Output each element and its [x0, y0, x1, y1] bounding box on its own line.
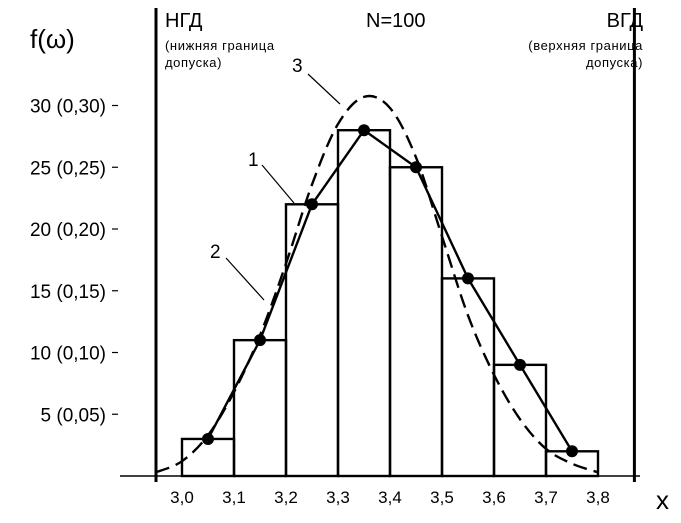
lower-limit-label: НГД: [165, 10, 203, 32]
lower-limit-note-line1: (нижняя граница: [165, 38, 275, 53]
y-tick-label: 5 (0,05): [41, 405, 106, 426]
x-tick-label: 3,8: [586, 488, 610, 507]
x-tick-label: 3,3: [326, 488, 350, 507]
upper-limit-note-line1: (верхняя граница: [528, 38, 643, 53]
x-tick-label: 3,4: [378, 488, 402, 507]
theoretical-curve: [155, 94, 599, 474]
histogram-bar: [388, 166, 444, 478]
histogram-bar: [284, 203, 340, 478]
histogram-bar: [336, 128, 392, 478]
polygon-point: [254, 334, 266, 347]
y-tick-label: 30 (0,30): [30, 97, 106, 118]
y-tick-label: 25 (0,25): [30, 158, 106, 179]
upper-limit-label: ВГД: [607, 10, 644, 32]
curve-label-2: 2: [210, 242, 221, 263]
y-tick-label: 20 (0,20): [30, 220, 106, 241]
x-tick-label: 3,5: [430, 488, 454, 507]
y-axis-label: f(ω): [30, 24, 75, 54]
plot-area: 5 (0,05) 10 (0,10) 15 (0,15) 20 (0,20) 25 (0…: [30, 8, 640, 507]
label-1-leader: [261, 164, 295, 204]
polygon-point: [514, 358, 526, 371]
polygon-point: [566, 445, 578, 458]
upper-limit-note-line2: допуска): [586, 55, 643, 70]
x-tick-label: 3,6: [482, 488, 506, 507]
lower-limit-note-line2: допуска): [165, 55, 222, 70]
polygon-point: [410, 161, 422, 174]
curve-label-3: 3: [292, 56, 303, 77]
label-3-leader: [307, 73, 341, 105]
curve-label-1: 1: [248, 150, 259, 171]
y-tick-label: 10 (0,10): [30, 344, 106, 365]
x-tick-label: 3,2: [274, 488, 298, 507]
x-tick-label: 3,1: [222, 488, 246, 507]
polygon-point: [358, 124, 370, 137]
x-axis-label: x: [656, 485, 669, 515]
label-2-leader: [225, 257, 265, 301]
chart-title: N=100: [366, 10, 426, 32]
x-tick-label: 3,0: [170, 488, 194, 507]
polygon-point: [306, 198, 318, 211]
y-tick-label: 15 (0,15): [30, 282, 106, 303]
polygon-point: [202, 432, 214, 445]
frequency-polygon: [206, 128, 574, 452]
polygon-point: [462, 272, 474, 285]
histogram-bar: [232, 338, 288, 478]
x-tick-label: 3,7: [534, 488, 558, 507]
